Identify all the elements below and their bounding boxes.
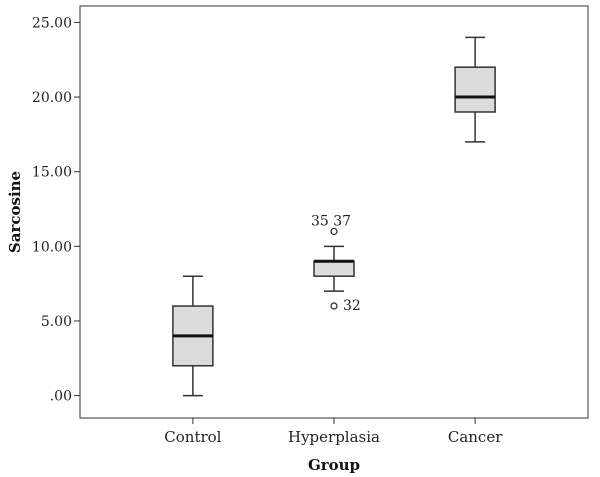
x-axis: Control Hyperplasia Cancer xyxy=(164,418,503,446)
x-axis-title: Group xyxy=(308,456,360,474)
y-axis-title: Sarcosine xyxy=(6,171,24,253)
y-tick-label: 15.00 xyxy=(32,165,72,181)
y-tick-label: .00 xyxy=(50,389,72,405)
box-hyperplasia: 35 37 32 xyxy=(311,213,361,314)
outlier-label: 35 37 xyxy=(311,213,351,229)
x-category-label: Hyperplasia xyxy=(288,428,380,446)
y-axis: .00 5.00 10.00 15.00 20.00 25.00 xyxy=(32,15,80,405)
y-tick-label: 25.00 xyxy=(32,15,72,31)
y-tick-label: 5.00 xyxy=(41,314,72,330)
y-tick-label: 20.00 xyxy=(32,90,72,106)
x-category-label: Cancer xyxy=(448,428,503,446)
outlier-point xyxy=(330,227,338,236)
box-cancer xyxy=(454,36,496,143)
outlier-label: 32 xyxy=(343,298,361,314)
boxes-layer: 35 37 32 xyxy=(172,36,496,397)
outlier-point xyxy=(330,302,338,310)
iqr-box xyxy=(454,66,496,113)
box-control xyxy=(172,275,214,397)
iqr-box xyxy=(313,260,355,277)
y-tick-label: 10.00 xyxy=(32,239,72,255)
x-category-label: Control xyxy=(164,428,221,446)
plot-frame xyxy=(79,5,589,419)
